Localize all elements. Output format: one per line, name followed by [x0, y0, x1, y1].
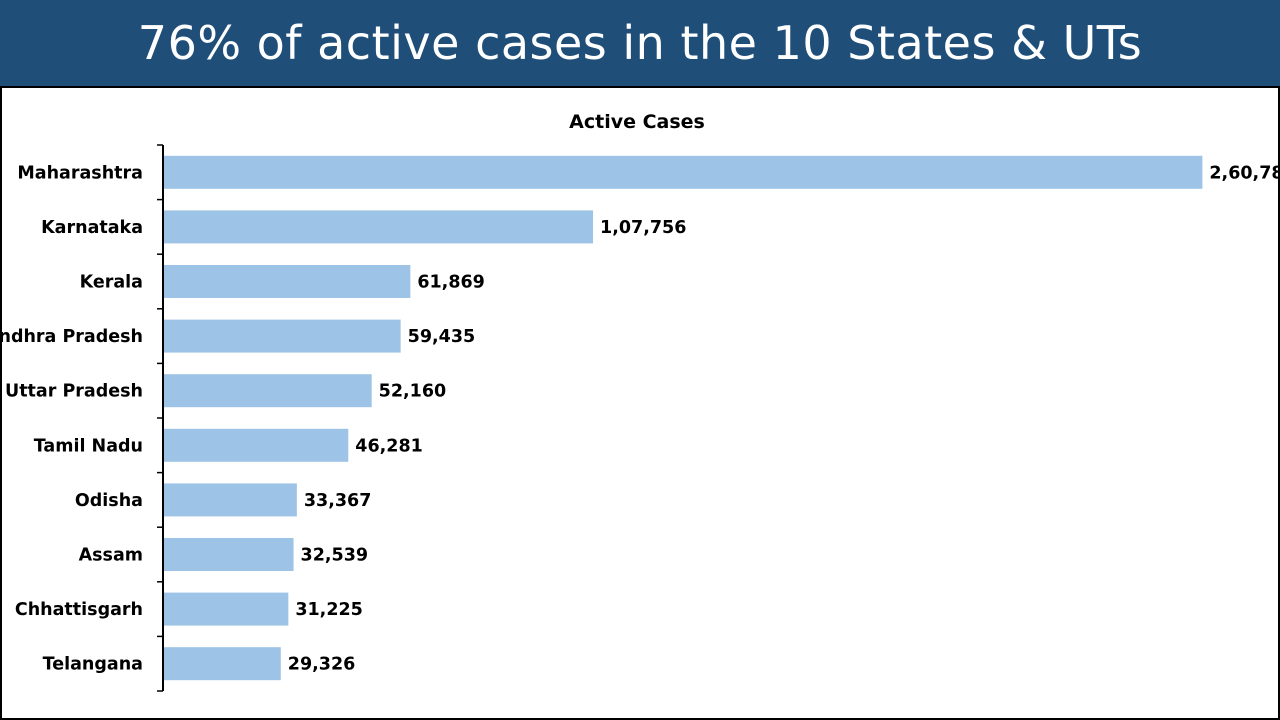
- chart-title: Active Cases: [569, 111, 705, 133]
- bar: [164, 265, 411, 298]
- value-label: 31,225: [295, 600, 363, 620]
- category-label: Kerala: [80, 273, 143, 293]
- category-label: Tamil Nadu: [34, 436, 143, 456]
- page-title: 76% of active cases in the 10 States & U…: [137, 16, 1143, 70]
- value-label: 32,539: [301, 546, 369, 566]
- value-label: 59,435: [408, 327, 476, 347]
- category-label: Odisha: [75, 491, 143, 511]
- category-axis: [157, 144, 164, 692]
- value-label: 61,869: [417, 273, 485, 293]
- value-label: 33,367: [304, 491, 372, 511]
- bar: [164, 210, 594, 244]
- category-label: Maharashtra: [17, 163, 143, 183]
- bars-layer: [164, 155, 1203, 681]
- chart-frame: [0, 88, 1280, 720]
- category-label: Karnataka: [41, 218, 143, 238]
- category-label: Andhra Pradesh: [0, 327, 143, 347]
- category-label: Chhattisgarh: [15, 600, 143, 620]
- category-label: Telangana: [43, 655, 143, 675]
- value-label: 2,60,789: [1209, 163, 1280, 183]
- title-banner: 76% of active cases in the 10 States & U…: [0, 0, 1280, 88]
- bar: [164, 647, 281, 681]
- value-label: 52,160: [379, 382, 447, 402]
- bar: [164, 374, 372, 408]
- bar: [164, 592, 289, 626]
- category-label: Assam: [79, 546, 143, 566]
- value-label: 46,281: [355, 436, 423, 456]
- bar: [164, 538, 294, 571]
- labels-layer: Maharashtra 2,60,789 Karnataka 1,07,756 Kera…: [0, 163, 1280, 674]
- bar: [164, 319, 401, 353]
- bar: [164, 155, 1203, 189]
- bar: [164, 483, 297, 517]
- category-label: Uttar Pradesh: [5, 382, 143, 402]
- value-label: 29,326: [288, 655, 356, 675]
- value-label: 1,07,756: [600, 218, 686, 238]
- bar: [164, 428, 349, 462]
